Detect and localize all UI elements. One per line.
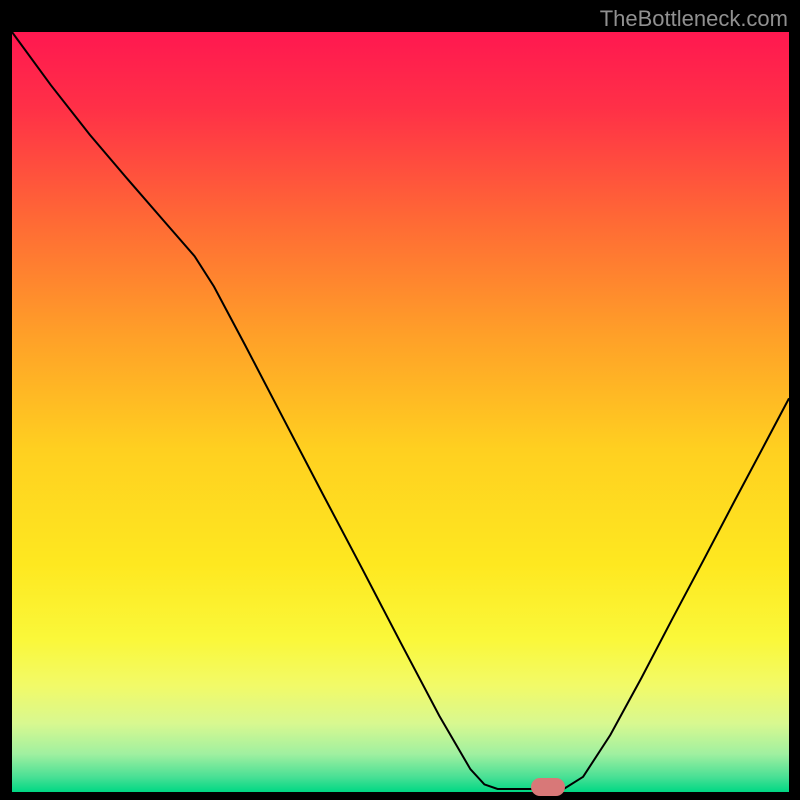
plot-area [12,32,789,792]
optimal-marker [531,778,565,796]
watermark-text: TheBottleneck.com [600,6,788,32]
curve-layer [12,32,789,792]
bottleneck-curve [12,32,789,789]
